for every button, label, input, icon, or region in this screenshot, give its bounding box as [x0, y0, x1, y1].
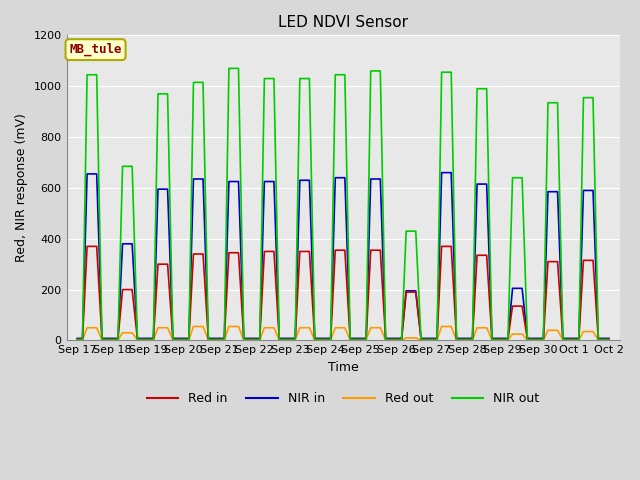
- X-axis label: Time: Time: [328, 361, 358, 374]
- Text: MB_tule: MB_tule: [69, 43, 122, 56]
- Legend: Red in, NIR in, Red out, NIR out: Red in, NIR in, Red out, NIR out: [142, 387, 544, 410]
- Y-axis label: Red, NIR response (mV): Red, NIR response (mV): [15, 113, 28, 263]
- Title: LED NDVI Sensor: LED NDVI Sensor: [278, 15, 408, 30]
